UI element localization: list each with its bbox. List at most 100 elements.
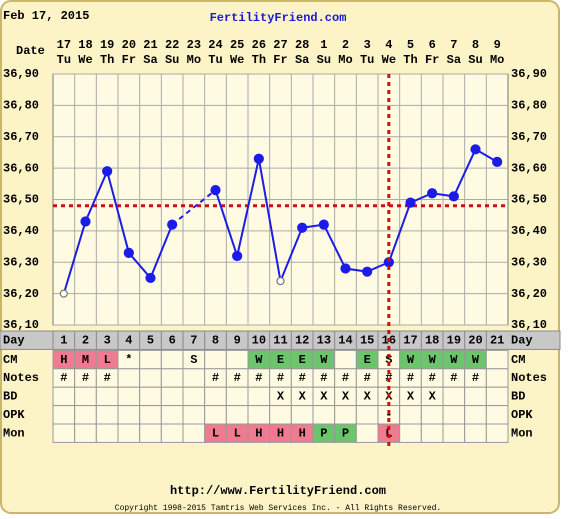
cell bbox=[420, 405, 444, 425]
footer-url[interactable]: http://www.FertilityFriend.com bbox=[170, 484, 386, 498]
date: 27 bbox=[273, 38, 287, 52]
cell bbox=[139, 423, 162, 443]
y-tick-label-right: 36,50 bbox=[511, 193, 547, 207]
day-number: 21 bbox=[490, 333, 504, 347]
day-number: 18 bbox=[425, 333, 439, 347]
day-number: 17 bbox=[403, 333, 417, 347]
date: 6 bbox=[429, 38, 436, 52]
weekday: Fr bbox=[425, 53, 439, 67]
day-number: 5 bbox=[147, 333, 154, 347]
cell bbox=[442, 386, 466, 407]
weekday: Th bbox=[100, 53, 114, 67]
cell-text: # bbox=[407, 371, 414, 385]
cell bbox=[139, 349, 162, 370]
y-tick-label: 36,60 bbox=[3, 161, 39, 175]
y-tick-label-right: 36,90 bbox=[511, 67, 547, 81]
date: 18 bbox=[78, 38, 92, 52]
weekday: Tu bbox=[360, 53, 374, 67]
cell-text: L bbox=[234, 426, 241, 440]
date: 9 bbox=[494, 38, 501, 52]
cell-text: W bbox=[255, 353, 263, 367]
cell-text: P bbox=[342, 426, 349, 440]
cell bbox=[355, 405, 379, 425]
date: 28 bbox=[295, 38, 309, 52]
y-tick-label: 36,10 bbox=[3, 318, 39, 332]
date: 3 bbox=[364, 38, 371, 52]
cell bbox=[269, 405, 292, 425]
weekday: Su bbox=[165, 53, 179, 67]
site-name[interactable]: FertilityFriend.com bbox=[210, 11, 347, 25]
day-number: 4 bbox=[125, 333, 132, 347]
temp-point bbox=[210, 184, 221, 196]
weekday: Su bbox=[468, 53, 482, 67]
cell bbox=[334, 349, 357, 370]
row-label-right: OPK bbox=[511, 408, 533, 422]
row-label-right: CM bbox=[511, 353, 525, 367]
y-tick-label: 36,20 bbox=[3, 287, 39, 301]
weekday: We bbox=[382, 53, 396, 67]
temp-point bbox=[167, 219, 178, 230]
cell-text: # bbox=[342, 371, 349, 385]
cell bbox=[95, 386, 119, 407]
y-tick-label-right: 36,40 bbox=[511, 224, 547, 238]
cell-text: X bbox=[299, 390, 307, 404]
y-tick-label-right: 36,60 bbox=[511, 161, 547, 175]
temp-point bbox=[362, 266, 373, 277]
cell bbox=[312, 405, 336, 425]
cell-text: H bbox=[60, 353, 67, 367]
temp-point bbox=[340, 263, 351, 274]
cell bbox=[464, 405, 487, 425]
cell bbox=[117, 423, 141, 443]
temp-point bbox=[470, 144, 481, 155]
temp-point bbox=[253, 153, 264, 164]
temp-point bbox=[448, 191, 459, 202]
day-number: 14 bbox=[338, 333, 352, 347]
cell bbox=[117, 386, 141, 407]
date: 21 bbox=[143, 38, 157, 52]
y-tick-label-right: 36,70 bbox=[511, 130, 547, 144]
cell-text: # bbox=[429, 371, 436, 385]
row-label: Notes bbox=[3, 371, 39, 385]
cell bbox=[420, 423, 444, 443]
cell bbox=[182, 423, 206, 443]
day-number: 15 bbox=[360, 333, 374, 347]
cell-text: H bbox=[277, 426, 284, 440]
row-label-right: BD bbox=[511, 390, 525, 404]
weekday: Th bbox=[252, 53, 266, 67]
cell bbox=[225, 386, 249, 407]
cell-text: X bbox=[320, 390, 328, 404]
cell-text: M bbox=[82, 353, 89, 367]
cell-text: P bbox=[320, 426, 327, 440]
day-number: 10 bbox=[252, 333, 266, 347]
date: 20 bbox=[122, 38, 136, 52]
date: 23 bbox=[187, 38, 201, 52]
weekday: We bbox=[230, 53, 244, 67]
row-label: Day bbox=[3, 333, 25, 347]
temp-point bbox=[59, 289, 68, 298]
cell bbox=[160, 423, 184, 443]
cell bbox=[399, 423, 422, 443]
weekday: Sa bbox=[295, 53, 309, 67]
temp-point bbox=[405, 197, 416, 208]
y-tick-label: 36,40 bbox=[3, 224, 39, 238]
row-label: CM bbox=[3, 353, 17, 367]
temp-point bbox=[145, 272, 156, 284]
day-number: 12 bbox=[295, 333, 309, 347]
row-label: OPK bbox=[3, 408, 25, 422]
gap-connector bbox=[171, 189, 217, 226]
y-tick-label: 36,30 bbox=[3, 255, 39, 269]
cell-text: L bbox=[385, 426, 392, 440]
day-number: 13 bbox=[317, 333, 331, 347]
row-label: Mon bbox=[3, 426, 25, 440]
cell-text: W bbox=[320, 353, 328, 367]
cell-text: E bbox=[277, 353, 284, 367]
cell-text: # bbox=[82, 371, 89, 385]
cell bbox=[182, 386, 206, 407]
cell-text: E bbox=[364, 353, 371, 367]
temp-point bbox=[232, 250, 243, 262]
cell-text: X bbox=[342, 390, 350, 404]
copyright: Copyright 1998-2015 Tamtris Web Services… bbox=[115, 504, 441, 513]
row-label-right: Mon bbox=[511, 426, 533, 440]
day-number: 11 bbox=[273, 333, 287, 347]
